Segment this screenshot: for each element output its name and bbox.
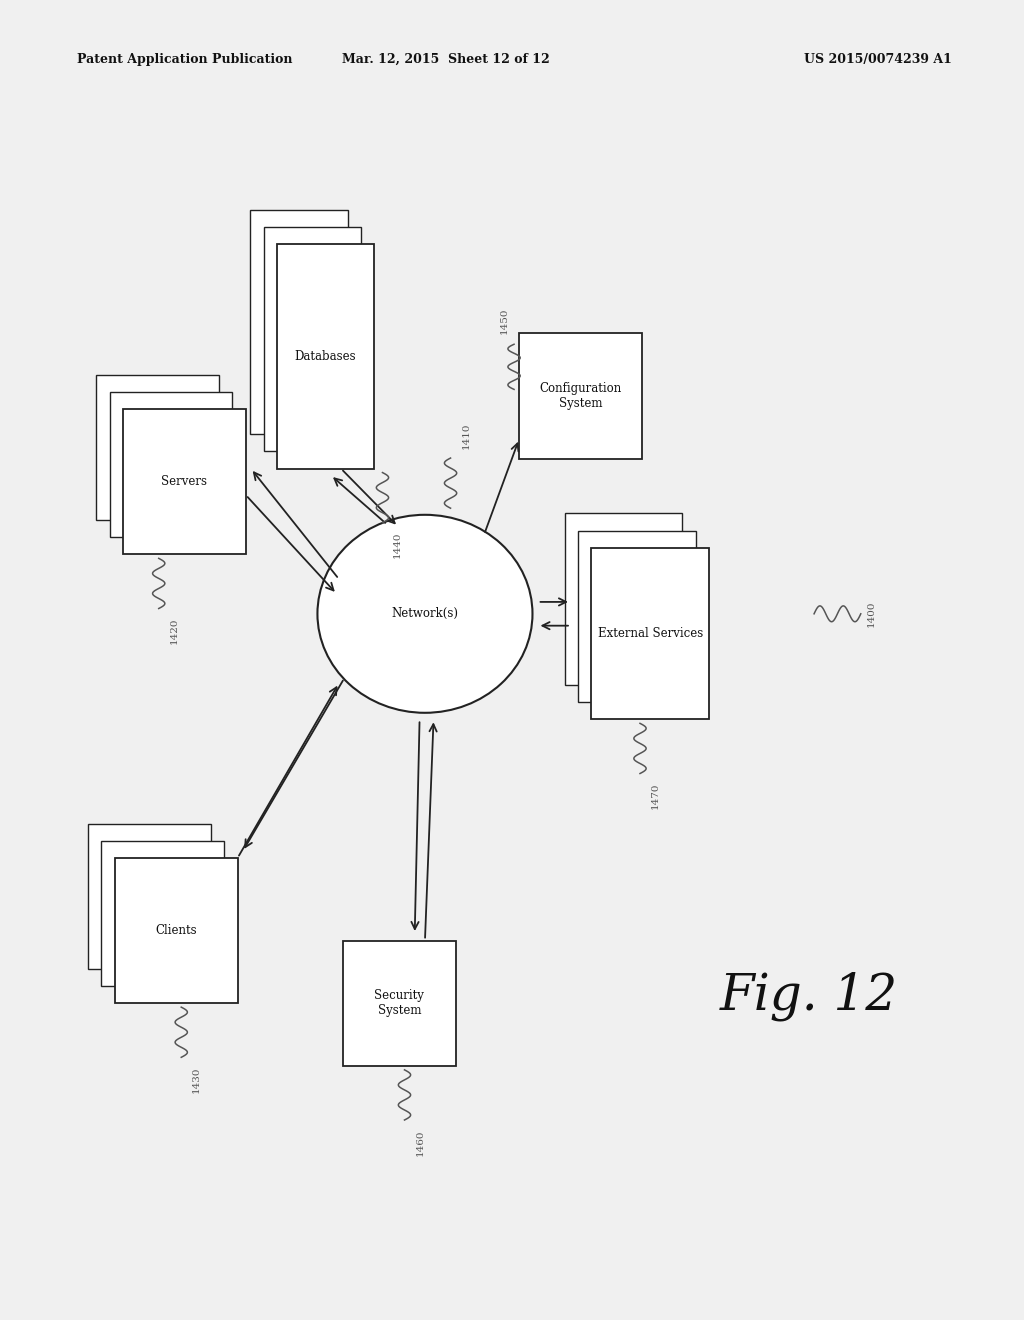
Bar	[123, 409, 246, 554]
Bar	[592, 548, 709, 719]
Text: Security
System: Security System	[375, 989, 424, 1018]
Bar	[110, 392, 232, 537]
Text: 1420: 1420	[170, 618, 178, 644]
Text: 1450: 1450	[500, 308, 508, 334]
Text: 1430: 1430	[193, 1067, 201, 1093]
Bar	[96, 375, 219, 520]
Bar	[88, 824, 211, 969]
Text: Servers: Servers	[162, 475, 207, 488]
Bar	[519, 334, 642, 459]
Bar	[276, 244, 375, 469]
Text: Mar. 12, 2015  Sheet 12 of 12: Mar. 12, 2015 Sheet 12 of 12	[342, 53, 549, 66]
Bar	[264, 227, 361, 451]
Text: 1470: 1470	[651, 783, 659, 809]
Bar	[578, 531, 696, 702]
Text: US 2015/0074239 A1: US 2015/0074239 A1	[805, 53, 952, 66]
Text: Configuration
System: Configuration System	[540, 381, 622, 411]
Ellipse shape	[317, 515, 532, 713]
Text: 1440: 1440	[392, 532, 401, 558]
Text: Patent Application Publication: Patent Application Publication	[77, 53, 292, 66]
Text: Network(s): Network(s)	[391, 607, 459, 620]
Bar	[115, 858, 238, 1003]
Text: 1410: 1410	[462, 422, 470, 449]
Bar	[565, 513, 682, 685]
Text: Fig. 12: Fig. 12	[720, 972, 898, 1022]
Bar	[101, 841, 224, 986]
Text: 1400: 1400	[866, 601, 876, 627]
Text: Clients: Clients	[156, 924, 197, 937]
Text: 1460: 1460	[416, 1130, 424, 1156]
Bar	[250, 210, 348, 434]
Bar	[343, 940, 456, 1067]
Text: Databases: Databases	[295, 350, 356, 363]
Text: External Services: External Services	[598, 627, 702, 640]
